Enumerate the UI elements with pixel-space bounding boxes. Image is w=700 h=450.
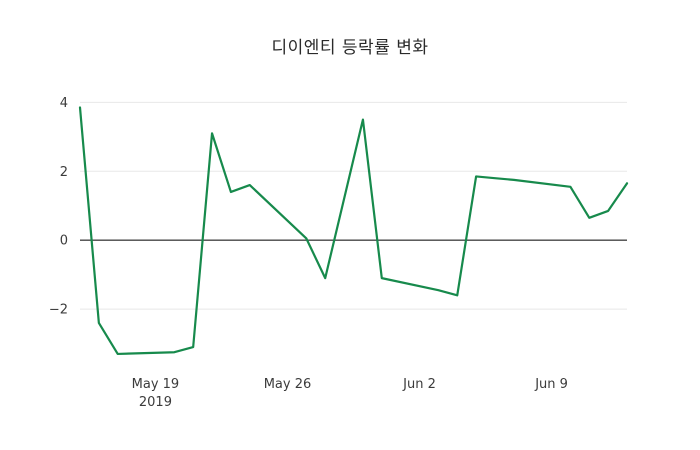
x-tick-label: Jun 9 [534,377,568,392]
x-tick-label: May 19 [132,377,180,392]
x-tick-label: May 26 [264,377,312,392]
x-tick-sublabel: 2019 [139,395,172,410]
chart-title: 디이엔티 등락률 변화 [271,38,429,58]
y-tick-label: 0 [60,234,68,249]
y-tick-label: 2 [60,165,68,180]
y-tick-label: −2 [49,303,68,318]
x-tick-label: Jun 2 [402,377,436,392]
series-line [78,106,629,356]
y-tick-label: 4 [60,96,68,111]
